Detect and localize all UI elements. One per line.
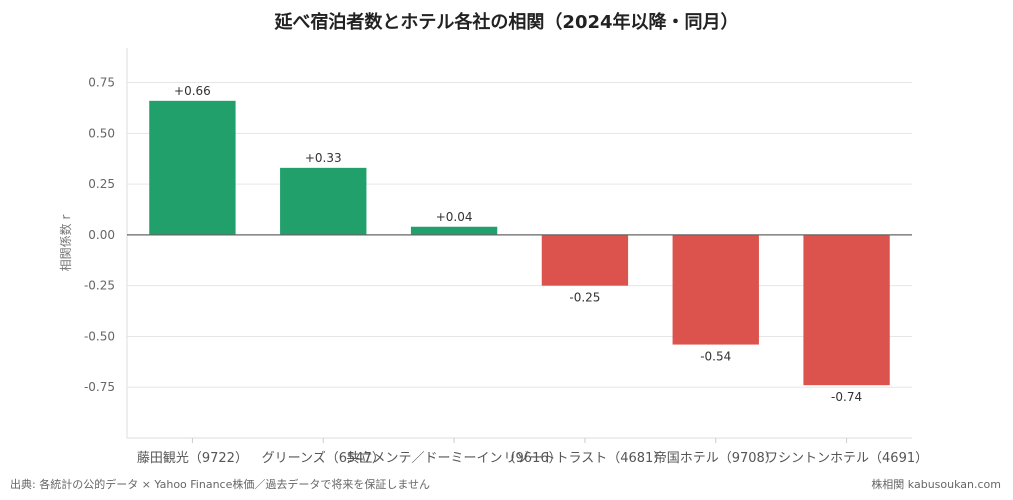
data-label: +0.04 [436, 210, 473, 224]
x-tick-label: リゾートトラスト（4681） [504, 451, 667, 466]
bar [803, 234, 890, 386]
chart-title: 延べ宿泊者数とホテル各社の相関（2024年以降・同月） [274, 12, 739, 33]
site-credit: 株相関 kabusoukan.com [871, 478, 1001, 491]
x-tick-label: グリーンズ（6547） [262, 450, 385, 466]
y-tick-label: 0.75 [88, 76, 115, 90]
bar-chart: 0.75 0.50 0.25 0.00 -0.25 -0.50 -0.75 相関係数 r +0.… [58, 48, 928, 466]
y-tick-label: 0.50 [88, 126, 115, 140]
y-tick-label: 0.00 [88, 228, 115, 242]
data-label: +0.33 [305, 151, 342, 165]
data-label: +0.66 [174, 84, 211, 98]
bar [541, 234, 629, 286]
data-label: -0.54 [700, 350, 731, 364]
x-tick-label: 共立メンテ／ドーミーイン（9616） [347, 451, 562, 466]
bar [149, 100, 236, 235]
x-tick-label: 帝国ホテル（9708） [654, 450, 778, 466]
y-tick-label: -0.75 [84, 380, 115, 394]
y-tick-label: -0.25 [84, 279, 115, 293]
bar [280, 167, 367, 235]
bar [410, 226, 498, 235]
x-tick-label: ワシントンホテル（4691） [765, 451, 928, 466]
y-tick-label: 0.25 [88, 177, 115, 191]
y-tick-label: -0.50 [84, 329, 115, 343]
y-axis-title: 相関係数 r [58, 215, 73, 272]
data-label: -0.74 [831, 390, 862, 404]
data-label: -0.25 [569, 291, 600, 305]
source-note: 出典: 各統計の公的データ × Yahoo Finance株価／過去データで将来… [10, 478, 431, 491]
bar [672, 234, 759, 345]
x-tick-label: 藤田観光（9722） [137, 451, 248, 466]
